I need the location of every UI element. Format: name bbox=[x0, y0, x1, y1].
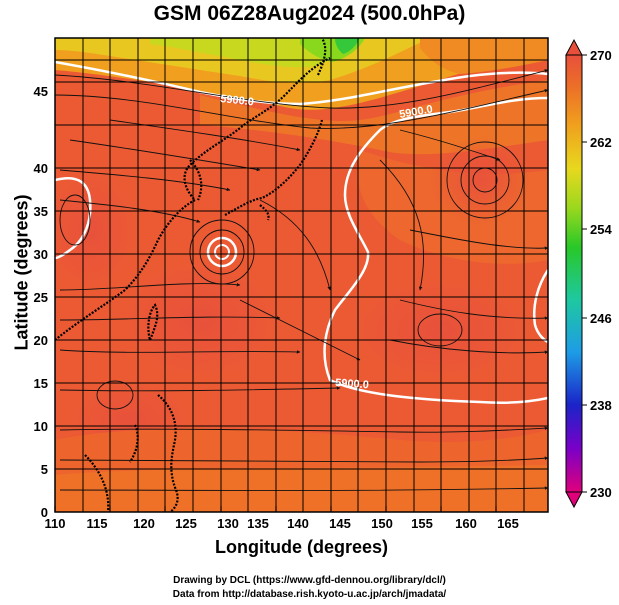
x-tick-label: 130 bbox=[217, 516, 239, 531]
colorbar-tick-label: 230 bbox=[590, 485, 612, 500]
graticule bbox=[55, 38, 548, 512]
contour-5900 bbox=[55, 60, 548, 405]
x-tick-label: 145 bbox=[329, 516, 351, 531]
x-tick-label: 135 bbox=[247, 516, 269, 531]
colorbar-tick-label: 238 bbox=[590, 398, 612, 413]
y-tick-label: 20 bbox=[34, 333, 48, 348]
wind-streamlines bbox=[55, 69, 548, 491]
y-tick-label: 10 bbox=[34, 419, 48, 434]
y-tick-label: 40 bbox=[34, 161, 48, 176]
x-tick-label: 165 bbox=[497, 516, 519, 531]
y-tick-label: 25 bbox=[34, 290, 48, 305]
y-tick-label: 45 bbox=[34, 84, 48, 99]
x-axis-label: Longitude (degrees) bbox=[214, 537, 388, 557]
contour-label: 5900.0 bbox=[398, 103, 433, 121]
y-tick-label: 35 bbox=[34, 204, 48, 219]
y-axis-label: Latitude (degrees) bbox=[11, 194, 32, 351]
credit-data: Data from http://database.rish.kyoto-u.a… bbox=[172, 589, 447, 600]
plot-frame bbox=[54, 37, 549, 513]
x-tick-label: 110 bbox=[45, 516, 66, 531]
x-tick-label: 115 bbox=[87, 516, 108, 531]
x-tick-label: 125 bbox=[175, 516, 197, 531]
x-tick-label: 160 bbox=[455, 516, 477, 531]
contour-label: 5900.0 bbox=[220, 93, 255, 108]
y-tick-label: 0 bbox=[41, 505, 48, 520]
x-tick-label: 140 bbox=[287, 516, 309, 531]
colorbar: 270 262 254 246 238 230 bbox=[565, 38, 612, 509]
colorbar-tick-label: 262 bbox=[590, 135, 612, 150]
colorbar-tick-label: 254 bbox=[590, 222, 612, 237]
y-tick-label: 30 bbox=[34, 247, 48, 262]
y-tick-label: 5 bbox=[41, 462, 48, 477]
credit-drawing: Drawing by DCL (https://www.gfd-dennou.o… bbox=[173, 575, 446, 586]
contour-label: 5900.0 bbox=[335, 377, 369, 391]
coastlines bbox=[55, 38, 331, 512]
colorbar-tick-label: 270 bbox=[590, 48, 612, 63]
x-tick-label: 120 bbox=[133, 516, 155, 531]
map-title: GSM 06Z28Aug2024 (500.0hPa) bbox=[153, 2, 466, 25]
y-tick-label: 15 bbox=[34, 376, 48, 391]
colorbar-tick-label: 246 bbox=[590, 311, 612, 326]
x-tick-label: 150 bbox=[371, 516, 393, 531]
x-tick-label: 155 bbox=[411, 516, 433, 531]
